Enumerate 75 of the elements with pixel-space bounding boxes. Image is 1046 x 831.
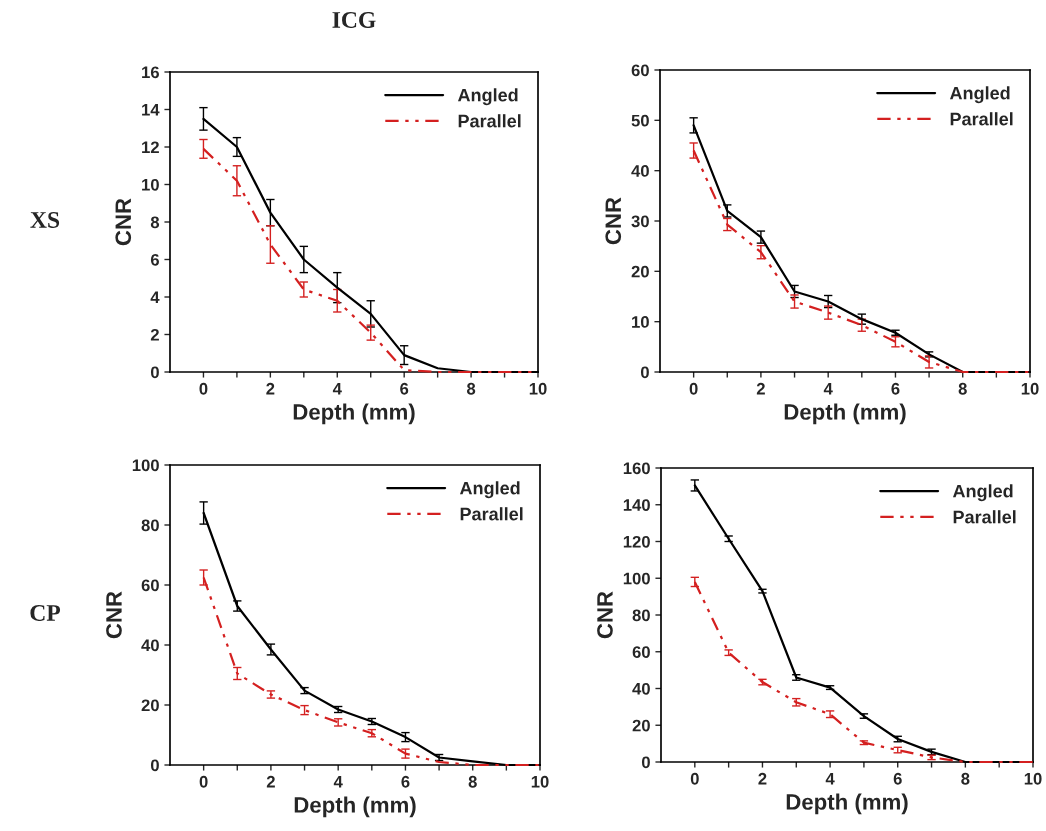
- y-tick-label: 40: [631, 165, 649, 177]
- x-axis-title: Depth (mm): [293, 403, 415, 425]
- x-tick-label: 10: [1024, 772, 1042, 785]
- legend-label: Parallel: [458, 114, 521, 128]
- y-tick-label: 120: [623, 535, 650, 548]
- y-tick-label: 100: [623, 572, 650, 585]
- y-tick-label: 60: [141, 579, 159, 592]
- y-tick-label: 160: [623, 462, 650, 475]
- y-tick-label: 0: [150, 759, 159, 772]
- y-tick-label: 14: [142, 104, 160, 116]
- y-tick-label: 8: [150, 216, 160, 229]
- x-tick-label: 2: [266, 775, 275, 788]
- x-tick-label: 8: [958, 382, 967, 395]
- chart-title: ICG: [332, 12, 376, 28]
- text: CP: [30, 605, 61, 621]
- text: XS: [30, 212, 60, 228]
- legend-label: Angled: [949, 86, 1010, 104]
- y-tick-label: 50: [631, 114, 649, 127]
- y-axis-title: CNR: [597, 591, 613, 639]
- x-axis-title: Depth (mm): [786, 793, 908, 815]
- x-tick-label: 2: [266, 382, 275, 395]
- x-tick-label: 2: [756, 382, 765, 395]
- legend-label: Parallel: [460, 507, 523, 521]
- y-tick-label: 40: [141, 639, 159, 652]
- y-tick-label: 30: [631, 215, 649, 228]
- legend-label: Parallel: [953, 510, 1016, 524]
- x-tick-label: 4: [825, 773, 835, 785]
- y-tick-label: 4: [150, 291, 160, 304]
- y-tick-label: 0: [150, 366, 159, 379]
- x-tick-label: 2: [758, 772, 767, 785]
- y-axis-title: CNR: [106, 591, 122, 639]
- y-tick-label: 60: [631, 64, 649, 77]
- x-tick-label: 0: [689, 382, 698, 395]
- y-tick-label: 80: [141, 519, 159, 532]
- x-tick-label: 10: [529, 382, 547, 395]
- line-series: [693, 580, 1035, 764]
- y-axis-title: CNR: [115, 198, 132, 246]
- x-tick-label: 6: [893, 772, 902, 785]
- x-tick-label: 4: [333, 776, 343, 788]
- x-tick-label: 6: [400, 382, 409, 395]
- x-axis-title: Depth (mm): [784, 403, 906, 425]
- y-tick-label: 0: [641, 756, 650, 769]
- x-tick-label: 6: [401, 775, 410, 788]
- y-tick-label: 100: [132, 459, 159, 472]
- y-tick-label: 20: [631, 265, 649, 278]
- legend-label: Angled: [952, 484, 1013, 502]
- y-tick-label: 6: [150, 253, 159, 266]
- y-tick-label: 20: [632, 719, 650, 732]
- x-tick-label: 0: [199, 382, 208, 395]
- y-tick-label: 60: [632, 646, 650, 658]
- x-tick-label: 10: [1021, 382, 1039, 395]
- x-tick-label: 8: [961, 772, 970, 785]
- y-axis-title: CNR: [605, 197, 622, 245]
- y-tick-label: 140: [623, 499, 650, 511]
- legend-label: Angled: [457, 88, 518, 106]
- y-tick-label: 16: [142, 66, 159, 79]
- x-tick-label: 4: [332, 383, 342, 395]
- x-tick-label: 0: [690, 772, 699, 785]
- legend-label: Angled: [459, 481, 520, 499]
- y-tick-label: 2: [150, 328, 159, 341]
- x-tick-label: 8: [466, 382, 476, 395]
- x-tick-label: 6: [891, 382, 900, 395]
- x-tick-label: 4: [823, 383, 833, 395]
- x-tick-label: 10: [531, 775, 549, 788]
- y-tick-label: 20: [141, 699, 159, 712]
- legend-label: Parallel: [950, 112, 1013, 126]
- x-tick-label: 8: [468, 775, 477, 788]
- y-tick-label: 40: [632, 682, 650, 695]
- x-axis-title: Depth (mm): [294, 796, 416, 818]
- y-tick-label: 10: [142, 178, 159, 191]
- x-tick-label: 0: [199, 775, 208, 788]
- y-tick-label: 10: [632, 316, 649, 328]
- y-tick-label: 0: [640, 366, 649, 379]
- y-tick-label: 12: [142, 141, 159, 154]
- y-tick-label: 80: [632, 609, 650, 622]
